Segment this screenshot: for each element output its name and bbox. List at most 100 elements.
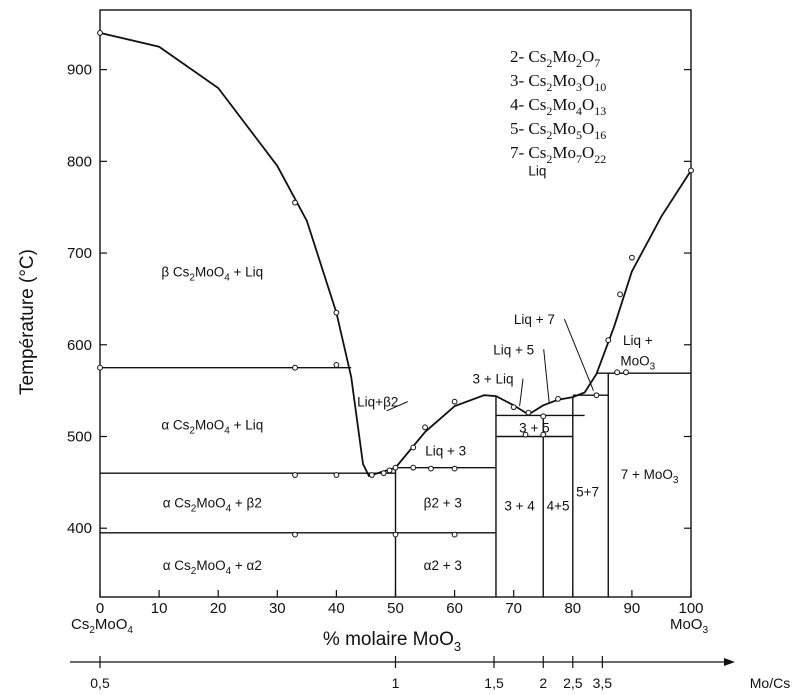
text-part: MoO bbox=[195, 264, 224, 279]
subscript: 4 bbox=[226, 566, 232, 577]
measured-point bbox=[593, 392, 600, 399]
compound-number: 3- bbox=[510, 71, 528, 90]
measured-point bbox=[368, 472, 375, 478]
text-part: 2 bbox=[391, 395, 399, 410]
text-part: Liq + bbox=[623, 333, 653, 348]
measured-point bbox=[451, 398, 458, 405]
x-axis-label: % molaire MoO3 bbox=[323, 629, 461, 654]
y-tick-label: 900 bbox=[67, 62, 92, 79]
measured-point bbox=[540, 413, 547, 420]
formula-subscript: 10 bbox=[594, 80, 606, 94]
mo-cs-ratio-axis: 0,5 1 1,5 2 2,5 3,5 Mo/Cs bbox=[70, 656, 790, 691]
ratio-tick-label: 2 bbox=[539, 675, 547, 691]
text-part: 5 bbox=[542, 420, 550, 435]
formula-subscript: 2 bbox=[546, 104, 552, 118]
text-part: 2 bbox=[431, 496, 439, 511]
ratio-tick-label: 3,5 bbox=[593, 675, 613, 691]
pointer-leader bbox=[543, 349, 550, 403]
region-label: α Cs2MoO4 + α2 bbox=[163, 558, 262, 577]
text-part: MoO bbox=[670, 616, 703, 633]
text-part: 2 bbox=[431, 558, 439, 573]
measured-point bbox=[614, 369, 621, 376]
ratio-tick-label: 1 bbox=[392, 675, 400, 691]
ratio-axis-label: Mo/Cs bbox=[750, 675, 790, 691]
formula-element: Cs bbox=[528, 47, 546, 66]
compound-legend-item: 2- Cs2Mo2O7 bbox=[510, 47, 600, 70]
text-part: α Cs bbox=[163, 558, 191, 573]
formula-element: Cs bbox=[528, 71, 546, 90]
text-part: Liq + bbox=[425, 443, 458, 458]
measured-point bbox=[333, 309, 340, 316]
x-tick-label: 30 bbox=[269, 600, 286, 617]
y-tick-label: 400 bbox=[67, 520, 92, 537]
measured-point bbox=[392, 531, 399, 538]
subscript: 3 bbox=[650, 361, 656, 372]
phase-boundaries bbox=[99, 32, 692, 597]
compound-legend-item: 7- Cs2Mo7O22 bbox=[510, 143, 606, 166]
y-tick-label: 600 bbox=[67, 337, 92, 354]
subscript: 2 bbox=[189, 426, 195, 437]
pointer-leader bbox=[386, 401, 408, 412]
formula-subscript: 3 bbox=[576, 80, 582, 94]
compound-number: 2- bbox=[510, 47, 528, 66]
text-part: 3 bbox=[459, 443, 467, 458]
text-part: + bbox=[439, 496, 454, 511]
formula-element: Mo bbox=[552, 71, 576, 90]
formula-element: O bbox=[582, 47, 594, 66]
subscript: 4 bbox=[127, 625, 133, 636]
measured-point bbox=[522, 431, 529, 438]
region-label: α Cs2MoO4 + β2 bbox=[163, 496, 262, 515]
text-part: β Cs bbox=[161, 264, 189, 279]
measured-point bbox=[451, 465, 458, 472]
x-tick-label: 80 bbox=[564, 600, 581, 617]
text-part: 3 bbox=[454, 496, 462, 511]
measured-point bbox=[629, 254, 635, 261]
region-labels: β Cs 2 MoO 4 + Liq α Cs2MoO4 + Liq α Cs2MoO4 … bbox=[161, 164, 679, 577]
x-tick-label: 20 bbox=[210, 600, 227, 617]
x-tick-label: 10 bbox=[151, 600, 168, 617]
measured-point bbox=[688, 167, 694, 174]
text-part: + α bbox=[231, 558, 254, 573]
measured-point bbox=[97, 30, 103, 36]
text-part: Liq + bbox=[514, 312, 547, 327]
text-part: + bbox=[584, 485, 592, 500]
measured-point bbox=[292, 472, 298, 478]
ratio-axis-arrow bbox=[724, 658, 735, 666]
text-part: + bbox=[527, 420, 542, 435]
x-tick-label: 90 bbox=[624, 600, 641, 617]
formula-subscript: 16 bbox=[594, 128, 606, 142]
pointer-label: Liq + 5 bbox=[493, 342, 534, 357]
x-axis-label-main: % molaire MoO bbox=[323, 629, 454, 650]
x-tick-label: 60 bbox=[446, 600, 463, 617]
formula-element: Cs bbox=[528, 119, 546, 138]
ratio-tick-label: 0,5 bbox=[90, 675, 110, 691]
formula-element: O bbox=[582, 119, 594, 138]
subscript: 3 bbox=[702, 625, 708, 636]
compound-legend-item: 5- Cs2Mo5O16 bbox=[510, 119, 606, 142]
compound-number: 5- bbox=[510, 119, 528, 138]
measured-point bbox=[605, 337, 612, 344]
text-part: 5 bbox=[576, 485, 584, 500]
compound-number: 7- bbox=[510, 143, 528, 162]
region-label: α Cs2MoO4 + Liq bbox=[161, 418, 263, 437]
text-part: Cs bbox=[71, 616, 89, 633]
measured-point bbox=[333, 362, 340, 368]
measured-point bbox=[386, 467, 393, 474]
pointer-label: Liq+β2 bbox=[357, 395, 398, 410]
formula-subscript: 7 bbox=[594, 56, 600, 70]
formula-subscript: 2 bbox=[576, 56, 582, 70]
subscript: 2 bbox=[191, 566, 197, 577]
y-tick-label: 500 bbox=[67, 428, 92, 445]
formula-subscript: 2 bbox=[546, 56, 552, 70]
text-part: Liq bbox=[528, 164, 546, 179]
text-part: α bbox=[424, 558, 432, 573]
compound-number: 4- bbox=[510, 95, 528, 114]
region-label: 3 + 5 bbox=[519, 420, 549, 435]
region-label: Liq bbox=[528, 164, 546, 179]
formula-element: Mo bbox=[552, 47, 576, 66]
region-label: 7 + MoO3 bbox=[621, 467, 679, 486]
text-part: Liq+β bbox=[357, 395, 391, 410]
text-part: 3 bbox=[454, 558, 462, 573]
